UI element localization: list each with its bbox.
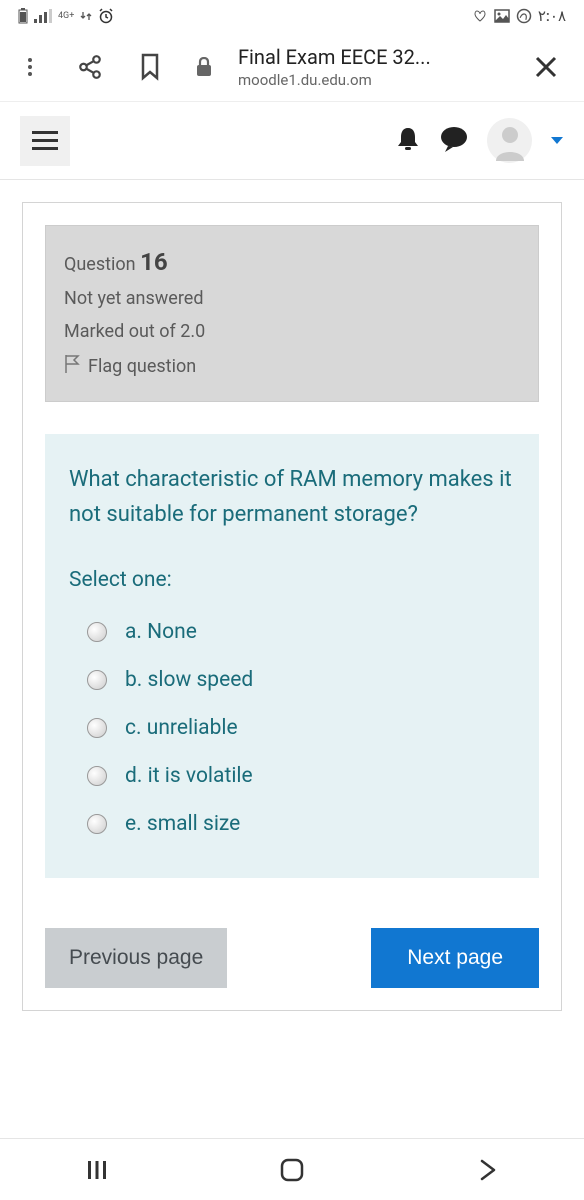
option-row[interactable]: a. None <box>87 608 515 656</box>
whatsapp-icon <box>516 8 532 24</box>
dropdown-caret-icon[interactable] <box>550 131 564 150</box>
home-icon[interactable] <box>252 1150 332 1190</box>
lovely-icon <box>472 8 488 24</box>
option-label: b. slow speed <box>125 668 253 692</box>
close-icon[interactable] <box>526 47 566 87</box>
option-label: d. it is volatile <box>125 764 253 788</box>
question-info-box: Question 16 Not yet answered Marked out … <box>45 225 539 402</box>
clock-label: ٢:٠٨ <box>538 7 566 25</box>
radio-icon[interactable] <box>87 622 107 642</box>
share-icon[interactable] <box>70 47 110 87</box>
notifications-icon[interactable] <box>395 125 421 157</box>
page-url: moodle1.du.edu.om <box>238 71 506 89</box>
data-arrows-icon <box>80 10 92 22</box>
question-number: 16 <box>140 248 168 276</box>
bookmark-icon[interactable] <box>130 47 170 87</box>
radio-icon[interactable] <box>87 718 107 738</box>
question-body: What characteristic of RAM memory makes … <box>45 434 539 878</box>
more-options-icon[interactable] <box>10 47 50 87</box>
avatar[interactable] <box>487 118 532 163</box>
question-card: Question 16 Not yet answered Marked out … <box>22 202 562 1011</box>
network-label: 4G+ <box>58 12 74 21</box>
moodle-header <box>0 102 584 180</box>
option-label: e. small size <box>125 812 240 836</box>
radio-icon[interactable] <box>87 670 107 690</box>
flag-icon <box>64 354 80 379</box>
option-row[interactable]: c. unreliable <box>87 704 515 752</box>
browser-toolbar: Final Exam EECE 32... moodle1.du.edu.om <box>0 32 584 102</box>
previous-page-button[interactable]: Previous page <box>45 928 227 988</box>
option-label: a. None <box>125 620 197 644</box>
messages-icon[interactable] <box>439 126 469 156</box>
android-nav-bar <box>0 1138 584 1200</box>
battery-icon <box>18 8 28 24</box>
lock-icon <box>190 47 218 87</box>
question-mark: Marked out of 2.0 <box>64 315 520 348</box>
option-row[interactable]: d. it is volatile <box>87 752 515 800</box>
option-row[interactable]: b. slow speed <box>87 656 515 704</box>
radio-icon[interactable] <box>87 814 107 834</box>
back-icon[interactable] <box>447 1150 527 1190</box>
option-label: c. unreliable <box>125 716 238 740</box>
question-label: Question <box>64 254 136 275</box>
radio-icon[interactable] <box>87 766 107 786</box>
next-page-button[interactable]: Next page <box>371 928 539 988</box>
question-status: Not yet answered <box>64 282 520 315</box>
question-text: What characteristic of RAM memory makes … <box>69 462 515 532</box>
alarm-icon <box>98 8 114 24</box>
status-bar: 4G+ ٢:٠٨ <box>0 0 584 32</box>
flag-label: Flag question <box>88 356 196 377</box>
signal-icon <box>34 9 52 23</box>
page-title: Final Exam EECE 32... <box>238 45 506 69</box>
select-prompt: Select one: <box>69 568 515 592</box>
recent-apps-icon[interactable] <box>57 1150 137 1190</box>
image-icon <box>494 8 510 24</box>
option-row[interactable]: e. small size <box>87 800 515 848</box>
flag-question[interactable]: Flag question <box>64 348 520 385</box>
menu-icon[interactable] <box>20 116 70 166</box>
